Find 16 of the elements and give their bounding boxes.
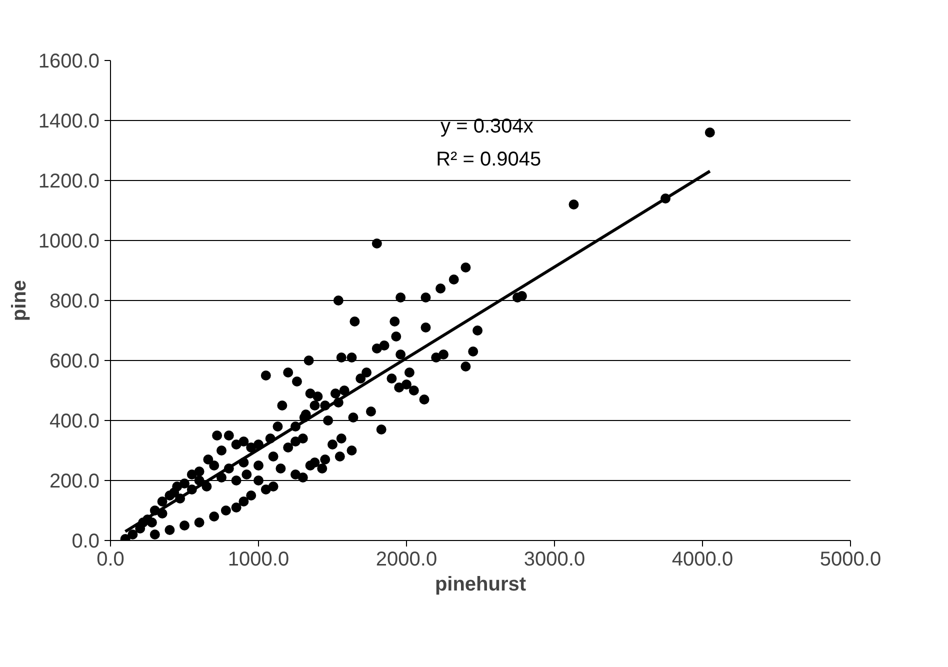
y-tick-label: 1200.0 (38, 170, 100, 192)
x-tick-label: 1000.0 (228, 548, 290, 570)
y-tick-label: 600.0 (49, 350, 100, 372)
y-tick-label: 1000.0 (38, 230, 100, 252)
x-tick-label: 4000.0 (672, 548, 734, 570)
y-tick-label: 1400.0 (38, 110, 100, 132)
x-tick-label: 3000.0 (524, 548, 586, 570)
y-tick-label: 200.0 (49, 470, 100, 492)
y-tick-label: 800.0 (49, 290, 100, 312)
y-tick-label: 400.0 (49, 410, 100, 432)
y-axis-title: pine (8, 280, 30, 322)
x-tick-label: 2000.0 (376, 548, 438, 570)
y-tick-label: 1600.0 (38, 50, 100, 72)
annotation: R² = 0.9045 (436, 148, 542, 170)
x-axis-title: pinehurst (434, 574, 526, 596)
x-tick-label: 5000.0 (820, 548, 882, 570)
